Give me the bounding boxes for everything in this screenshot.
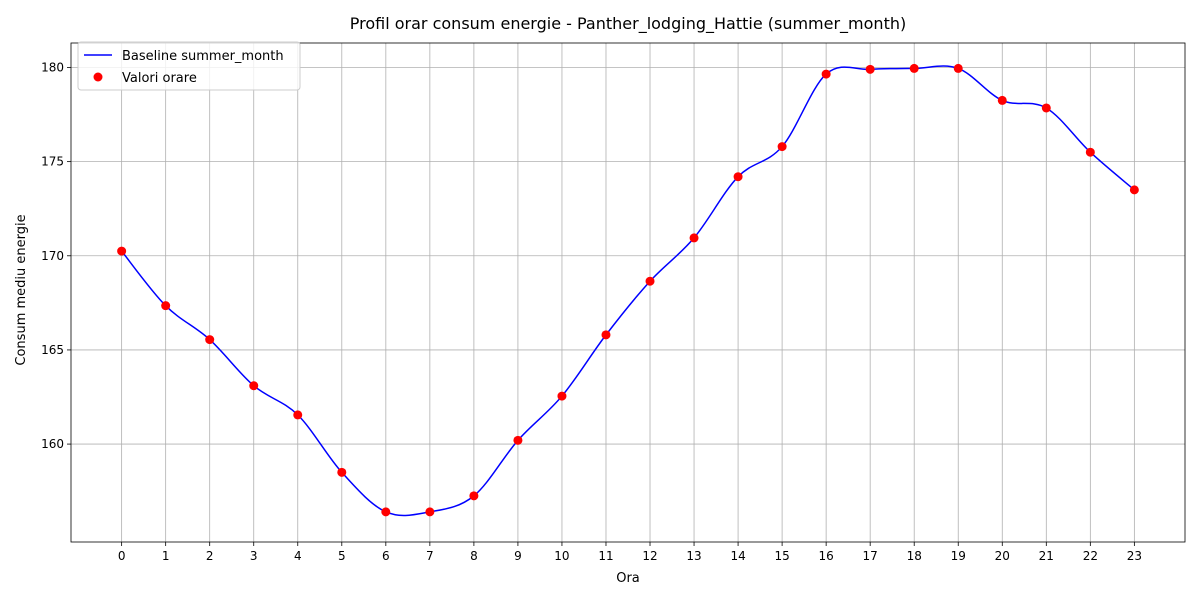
- series-point-valori: [645, 276, 655, 286]
- series-point-valori: [513, 435, 523, 445]
- x-tick-label: 1: [162, 549, 170, 563]
- x-tick-label: 3: [250, 549, 258, 563]
- x-tick-label: 0: [118, 549, 126, 563]
- legend: Baseline summer_month Valori orare: [77, 41, 301, 91]
- plot-frame: [70, 42, 1186, 543]
- series-point-valori: [689, 233, 699, 243]
- x-tick-label: 6: [382, 549, 390, 563]
- x-tick-label: 17: [863, 549, 878, 563]
- x-tick-label: 23: [1127, 549, 1142, 563]
- x-tick-label: 7: [426, 549, 434, 563]
- y-tick-label: 160: [41, 437, 64, 451]
- legend-label-valori: Valori orare: [122, 71, 197, 86]
- x-tick-label: 13: [686, 549, 701, 563]
- x-tick-label: 5: [338, 549, 346, 563]
- series-point-valori: [821, 69, 831, 79]
- legend-box: [77, 41, 301, 91]
- series-point-valori: [733, 172, 743, 182]
- y-tick-label: 170: [41, 249, 64, 263]
- series-point-valori: [249, 381, 259, 391]
- chart-title: Profil orar consum energie - Panther_lod…: [350, 14, 906, 34]
- series-point-valori: [865, 64, 875, 74]
- x-tick-label: 15: [774, 549, 789, 563]
- legend-scatter-swatch: [93, 72, 103, 82]
- series-point-valori: [205, 335, 215, 345]
- series-point-valori: [469, 491, 479, 501]
- x-axis: 0 1 2 3 4 5 6 7 8 9 10 11 12 13 14 15 16 17 18 19 20 21 22 23: [118, 542, 1142, 563]
- x-tick-label: 18: [907, 549, 922, 563]
- x-axis-title: Ora: [616, 571, 640, 586]
- series-point-valori: [1129, 185, 1139, 195]
- grid: [71, 43, 1185, 542]
- x-tick-label: 9: [514, 549, 522, 563]
- x-tick-label: 21: [1039, 549, 1054, 563]
- x-tick-label: 11: [598, 549, 613, 563]
- series-point-valori: [953, 63, 963, 73]
- y-tick-label: 165: [41, 343, 64, 357]
- y-tick-label: 180: [41, 60, 64, 74]
- series-point-valori: [293, 410, 303, 420]
- series-point-valori: [1085, 147, 1095, 157]
- y-tick-label: 175: [41, 155, 64, 169]
- x-tick-label: 8: [470, 549, 478, 563]
- x-tick-label: 12: [642, 549, 657, 563]
- legend-label-baseline: Baseline summer_month: [122, 49, 284, 64]
- series-point-valori: [117, 246, 127, 256]
- series-point-valori: [997, 95, 1007, 105]
- x-tick-label: 20: [995, 549, 1010, 563]
- x-tick-label: 2: [206, 549, 214, 563]
- series-point-valori: [909, 63, 919, 73]
- series-point-valori: [1041, 103, 1051, 113]
- series-point-valori: [601, 330, 611, 340]
- series-point-valori: [557, 391, 567, 401]
- series-point-valori: [381, 507, 391, 517]
- series-point-valori: [161, 301, 171, 311]
- x-tick-label: 19: [951, 549, 966, 563]
- series-point-valori: [337, 467, 347, 477]
- y-axis-title: Consum mediu energie: [14, 214, 29, 365]
- y-axis: 160 165 170 175 180: [41, 60, 71, 451]
- series-scatter-layer: [117, 63, 1139, 517]
- x-tick-label: 16: [819, 549, 834, 563]
- x-tick-label: 22: [1083, 549, 1098, 563]
- x-tick-label: 14: [730, 549, 745, 563]
- series-point-valori: [425, 507, 435, 517]
- x-tick-label: 4: [294, 549, 302, 563]
- x-tick-label: 10: [554, 549, 569, 563]
- series-point-valori: [777, 142, 787, 152]
